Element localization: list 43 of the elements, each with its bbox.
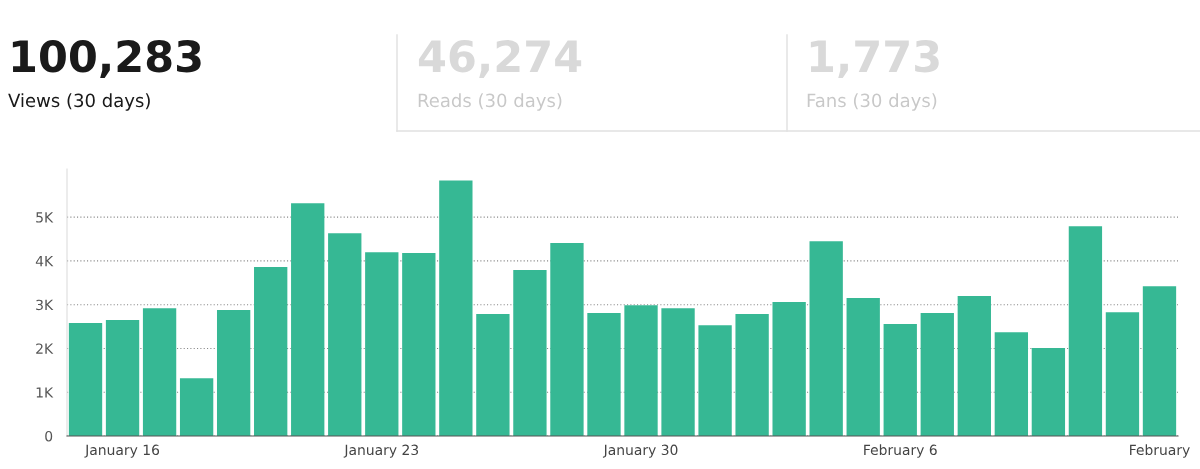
bar bbox=[1105, 312, 1140, 436]
text: Views (30 days) bbox=[8, 93, 150, 111]
y-tick-label: 3K bbox=[36, 299, 54, 311]
bar bbox=[846, 298, 880, 436]
bar bbox=[142, 308, 177, 436]
bar bbox=[957, 295, 991, 436]
bar bbox=[772, 302, 806, 436]
bar bbox=[920, 313, 954, 436]
bar bbox=[328, 233, 362, 436]
bar bbox=[216, 309, 251, 436]
bar bbox=[550, 242, 584, 436]
bar bbox=[624, 305, 658, 436]
bar bbox=[179, 378, 214, 436]
y-tick-label: 0 bbox=[45, 430, 53, 442]
bar bbox=[291, 203, 325, 436]
bar bbox=[254, 267, 288, 436]
x-tick-label: February bbox=[1130, 444, 1190, 458]
bar bbox=[105, 320, 140, 436]
bar bbox=[661, 308, 695, 436]
bar bbox=[994, 332, 1029, 436]
x-tick-label: January 23 bbox=[343, 444, 419, 458]
x-tick-label: January 30 bbox=[602, 444, 678, 458]
y-tick-label: 5K bbox=[36, 212, 54, 223]
bar bbox=[513, 270, 547, 436]
text: 100,283 bbox=[12, 39, 201, 78]
bar bbox=[476, 313, 510, 436]
x-tick-label: February 6 bbox=[864, 444, 937, 458]
bar bbox=[439, 180, 473, 436]
bar bbox=[68, 323, 103, 436]
y-tick-label: 4K bbox=[35, 256, 54, 267]
bar bbox=[735, 313, 769, 436]
x-tick-label: January 16 bbox=[84, 444, 160, 458]
bar bbox=[587, 313, 621, 436]
bar bbox=[698, 325, 732, 436]
bar bbox=[809, 241, 843, 436]
bar bbox=[1068, 226, 1103, 436]
bar bbox=[883, 323, 917, 436]
bar bbox=[365, 252, 399, 436]
bar bbox=[1142, 286, 1177, 436]
y-tick-label: 2K bbox=[36, 343, 54, 354]
bar bbox=[402, 253, 436, 436]
y-tick-label: 1K bbox=[36, 387, 54, 398]
bar bbox=[1031, 348, 1066, 436]
